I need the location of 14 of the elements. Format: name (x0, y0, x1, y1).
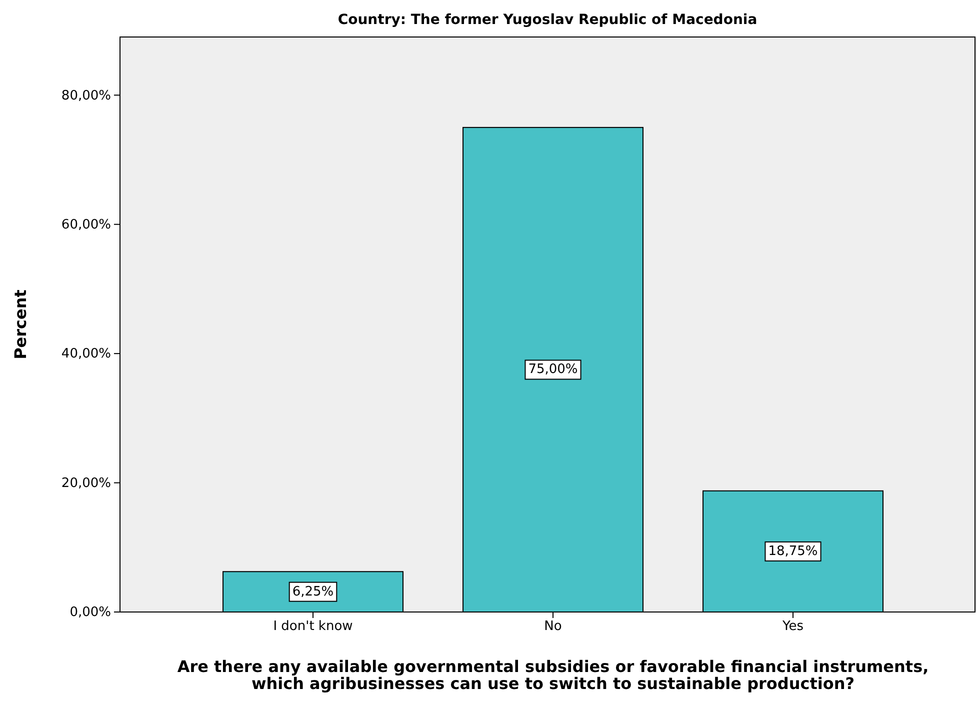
y-tick-label: 20,00% (61, 476, 111, 491)
y-tick-label: 0,00% (70, 605, 111, 620)
chart-title: Country: The former Yugoslav Republic of Macedonia (338, 12, 758, 28)
y-tick-label: 80,00% (61, 88, 111, 104)
x-axis-title: Are there any available governmental subsidies or favorable financial instruments, which agribusinesses can use to switch to sustainable production? (177, 657, 929, 693)
x-tick-label: No (544, 619, 562, 634)
data-label: 6,25% (292, 584, 334, 600)
y-tick-label: 60,00% (61, 218, 111, 233)
y-axis-title: Percent (11, 289, 30, 360)
data-label: 18,75% (768, 544, 818, 559)
data-label: 75,00% (528, 362, 578, 378)
x-tick-label: Yes (782, 619, 804, 634)
y-tick-label: 40,00% (61, 346, 111, 362)
x-tick-label: I don't know (273, 619, 354, 634)
